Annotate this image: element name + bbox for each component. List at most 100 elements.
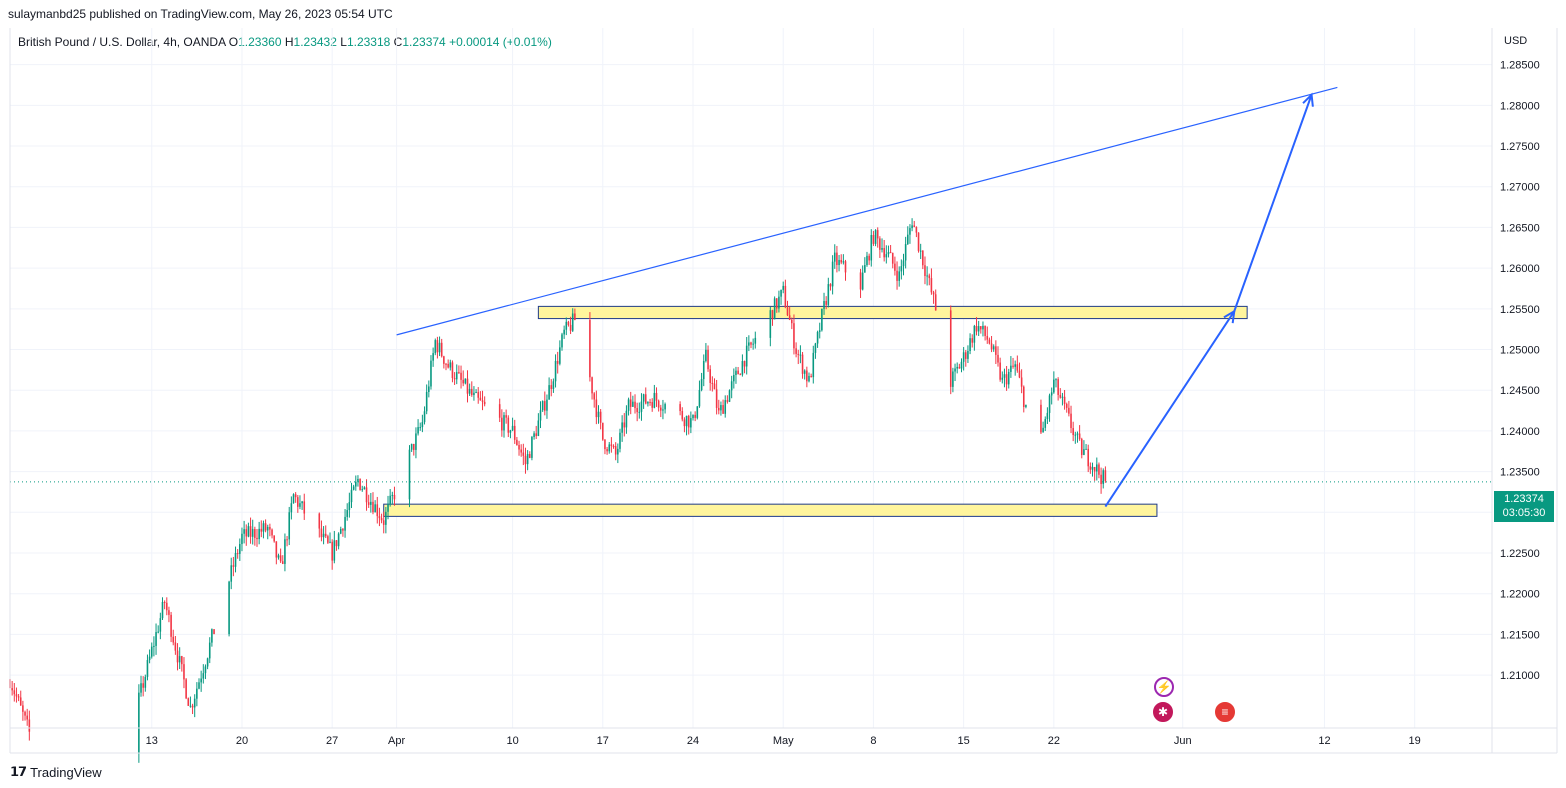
candle-body xyxy=(554,360,557,382)
candle-body xyxy=(481,400,484,402)
candle-body xyxy=(11,688,13,691)
candle-body xyxy=(752,343,754,345)
candle-body xyxy=(17,696,20,698)
candle-body xyxy=(698,390,701,407)
candle-body xyxy=(644,394,647,404)
candle-body xyxy=(464,378,467,384)
candle-body xyxy=(279,555,282,562)
candle-body xyxy=(19,697,22,706)
high-label: H xyxy=(284,35,294,49)
candle-body xyxy=(520,449,522,453)
candle-body xyxy=(825,301,827,305)
candle-body xyxy=(638,411,641,413)
candle-body xyxy=(614,446,617,455)
y-tick-label: 1.26000 xyxy=(1500,263,1540,275)
symbol-title[interactable]: British Pound / U.S. Dollar, 4h, OANDA xyxy=(18,35,226,49)
candle-body xyxy=(1016,364,1019,371)
candle-body xyxy=(453,377,456,380)
x-tick-label: 13 xyxy=(146,735,158,747)
candle-body xyxy=(1055,379,1057,381)
candle-body xyxy=(22,705,24,712)
candle-body xyxy=(574,313,576,321)
candle-body xyxy=(428,386,430,392)
candle-body xyxy=(526,454,529,465)
candle-body xyxy=(735,370,737,375)
candle-body xyxy=(610,444,613,447)
tradingview-footer[interactable]: 𝟭𝟳 TradingView xyxy=(10,764,102,780)
candle-body xyxy=(299,503,301,507)
candle-body xyxy=(720,405,722,411)
candle-body xyxy=(1087,448,1090,467)
candle-body xyxy=(569,324,572,331)
candle-body xyxy=(15,694,18,697)
candle-body xyxy=(561,334,563,348)
lightning-icon[interactable]: ⚡ xyxy=(1154,677,1174,697)
candle-body xyxy=(1018,370,1021,378)
candle-body xyxy=(717,407,720,411)
candle-body xyxy=(1046,412,1049,420)
candle-body xyxy=(595,399,598,418)
candle-body xyxy=(535,433,538,436)
candle-body xyxy=(230,565,233,582)
candle-body xyxy=(473,392,475,396)
candle-body xyxy=(1100,474,1102,485)
symbol-legend: British Pound / U.S. Dollar, 4h, OANDA O… xyxy=(18,35,552,49)
candle-body xyxy=(960,361,963,369)
candle-body xyxy=(926,275,928,277)
candle-body xyxy=(266,526,269,531)
candle-body xyxy=(565,321,568,330)
candle-body xyxy=(597,411,600,418)
candle-body xyxy=(913,225,916,227)
candle-body xyxy=(602,422,604,440)
candle-body xyxy=(793,323,795,349)
candle-body xyxy=(632,401,634,407)
candle-body xyxy=(876,230,879,239)
candle-body xyxy=(563,329,565,335)
x-tick-label: Jun xyxy=(1174,735,1192,747)
candle-body xyxy=(911,225,913,229)
candle-body xyxy=(612,446,615,448)
uk-flag-icon[interactable]: ✱ xyxy=(1153,702,1173,722)
candle-body xyxy=(788,315,791,320)
us-flag-icon[interactable]: ≡ xyxy=(1215,702,1235,722)
y-tick-label: 1.21500 xyxy=(1500,629,1540,641)
candle-body xyxy=(380,518,383,521)
candle-body xyxy=(1098,464,1100,475)
candle-body xyxy=(445,363,447,365)
upper-trendline xyxy=(396,86,1338,336)
candle-body xyxy=(904,244,907,261)
candle-body xyxy=(443,356,445,364)
candle-body xyxy=(26,715,28,720)
candle-body xyxy=(741,361,744,375)
candle-body xyxy=(269,526,271,530)
candle-body xyxy=(513,425,516,440)
candle-body xyxy=(324,533,327,537)
candle-body xyxy=(412,444,415,450)
candle-body xyxy=(1070,413,1072,429)
candle-body xyxy=(924,265,926,276)
candle-body xyxy=(170,614,172,637)
candle-body xyxy=(468,388,471,394)
low-label: L xyxy=(340,35,347,49)
candle-body xyxy=(906,234,909,245)
candle-body xyxy=(24,711,26,716)
candle-body xyxy=(922,250,924,266)
currency-label[interactable]: USD xyxy=(1504,35,1528,47)
candle-body xyxy=(301,501,303,504)
candle-body xyxy=(1065,403,1068,408)
candle-body xyxy=(990,343,993,350)
candle-body xyxy=(148,656,151,661)
projection-path xyxy=(1104,94,1313,508)
candle-body xyxy=(251,529,254,537)
x-tick-label: 8 xyxy=(870,735,876,747)
candle-body xyxy=(421,422,424,428)
candle-body xyxy=(550,385,553,389)
candle-body xyxy=(617,448,619,455)
candle-body xyxy=(868,255,870,261)
candle-body xyxy=(919,250,922,252)
candle-body xyxy=(331,541,333,561)
candle-body xyxy=(967,351,969,359)
candle-body xyxy=(479,397,482,401)
candle-body xyxy=(797,353,800,355)
